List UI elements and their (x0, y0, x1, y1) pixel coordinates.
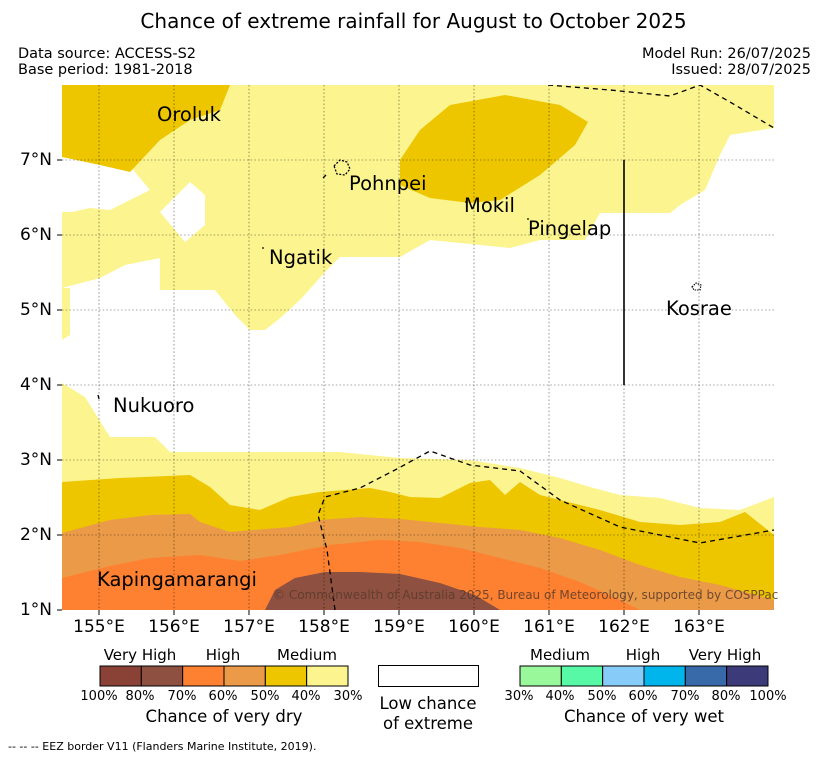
data-source: Data source: ACCESS-S2 (18, 46, 197, 62)
dry-legend-swatch (264, 665, 308, 687)
map-title: Chance of extreme rainfall for August to… (140, 9, 687, 33)
dry-legend-swatch (140, 665, 184, 687)
wet-legend-tick: 30% (504, 689, 534, 704)
wet-legend-category: High (625, 646, 661, 664)
low-chance-label-line2: of extreme (382, 714, 474, 733)
dry-legend-tick: 60% (208, 689, 238, 704)
north-medium-patch-central (400, 95, 588, 203)
base-period: Base period: 1981-2018 (18, 62, 193, 78)
dry-legend-tick: 50% (250, 689, 280, 704)
dry-legend-swatch (223, 665, 266, 687)
dry-legend-tick: 100% (80, 689, 118, 704)
lat-label: 1°N (19, 600, 52, 620)
dry-legend-tick: 70% (167, 689, 197, 704)
lat-label: 5°N (19, 300, 52, 320)
lon-label: 163°E (673, 617, 725, 637)
low-chance-hole (160, 182, 205, 242)
dry-legend-swatch (306, 665, 349, 687)
pakin-island-icon (322, 174, 327, 179)
eez-border (317, 85, 774, 610)
wet-legend-tick: 70% (670, 689, 700, 704)
graticule (62, 85, 774, 610)
lon-label: 161°E (523, 617, 575, 637)
pohnpei-island-icon (333, 159, 351, 176)
place-label-kapingamarangi: Kapingamarangi (97, 568, 257, 591)
dry-legend-swatch (99, 665, 142, 687)
lat-label: 4°N (19, 375, 52, 395)
lat-label: 3°N (19, 450, 52, 470)
wet-legend-swatch (684, 665, 728, 687)
lon-label: 162°E (598, 617, 650, 637)
wet-legend-swatch (726, 665, 769, 687)
lon-label: 155°E (73, 617, 125, 637)
place-label-oroluk: Oroluk (157, 103, 221, 126)
pingelap-island-icon (527, 218, 529, 220)
dry-legend-category: Very High (103, 646, 177, 664)
shaded-regions (62, 85, 774, 610)
dry-legend-title: Chance of very dry (145, 707, 303, 726)
place-label-mokil: Mokil (464, 194, 515, 217)
wet-legend-tick: 40% (545, 689, 575, 704)
dry-legend-tick: 40% (291, 689, 321, 704)
lon-label: 156°E (148, 617, 200, 637)
lon-label: 158°E (298, 617, 350, 637)
dry-legend-tick: 30% (333, 689, 363, 704)
dry-legend-category: Medium (277, 646, 337, 664)
lon-label: 160°E (448, 617, 500, 637)
place-label-pohnpei: Pohnpei (349, 172, 427, 195)
kosrae-island-icon (691, 282, 702, 291)
wet-legend-swatch (643, 665, 686, 687)
wet-legend-swatch (602, 665, 645, 687)
lat-label: 7°N (19, 150, 52, 170)
place-label-kosrae: Kosrae (666, 297, 732, 320)
north-light-yellow-region (62, 85, 774, 330)
wet-legend-swatch (519, 665, 562, 687)
lon-label: 159°E (373, 617, 425, 637)
lon-label: 157°E (223, 617, 275, 637)
wet-legend-category: Very High (688, 646, 762, 664)
wet-legend-title: Chance of very wet (564, 707, 724, 726)
wet-legend-colorbar (519, 665, 769, 687)
wet-legend-swatch (560, 665, 604, 687)
left-yellow-strip (62, 288, 70, 340)
dry-legend-category: High (205, 646, 241, 664)
place-label-pingelap: Pingelap (528, 217, 612, 240)
low-chance-swatch (378, 665, 479, 687)
issued-date: Issued: 28/07/2025 (671, 62, 811, 78)
mokil-island-icon (465, 201, 467, 203)
place-label-nukuoro: Nukuoro (113, 394, 195, 417)
lat-label: 6°N (19, 225, 52, 245)
wet-legend-tick: 80% (711, 689, 741, 704)
wet-legend-category: Medium (530, 646, 590, 664)
low-chance-label-line1: Low chance (379, 694, 477, 713)
eez-footnote: -- -- -- EEZ border V11 (Flanders Marine… (8, 740, 317, 753)
model-run: Model Run: 26/07/2025 (641, 46, 811, 62)
copyright-notice: © Commonwealth of Australia 2025, Bureau… (273, 588, 779, 602)
wet-legend-tick: 50% (587, 689, 617, 704)
dry-legend-tick: 80% (125, 689, 155, 704)
wet-legend-tick: 100% (749, 689, 787, 704)
dry-legend-colorbar (99, 665, 349, 687)
place-label-ngatik: Ngatik (269, 246, 333, 269)
north-medium-patch-west (62, 85, 230, 172)
dry-legend-swatch (182, 665, 225, 687)
wet-legend-tick: 60% (628, 689, 658, 704)
axis-ticks (57, 159, 700, 615)
ngatik-island-icon (262, 247, 264, 249)
lat-label: 2°N (19, 525, 52, 545)
nukuoro-island-icon (97, 394, 100, 400)
